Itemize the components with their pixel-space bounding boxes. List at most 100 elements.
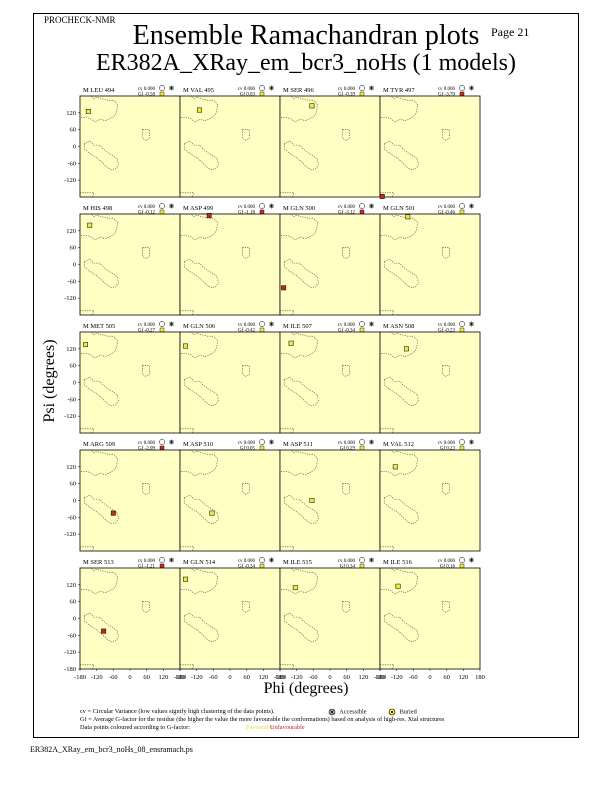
accessible-icon: [359, 557, 365, 563]
y-tick-label: 120: [66, 582, 76, 589]
allowed-region-outline: [179, 192, 195, 198]
accessible-star-icon: [469, 203, 474, 209]
panel-gf-label: Gf 0.16: [440, 565, 456, 570]
panel-gf-label: Gf -3.70: [438, 93, 455, 98]
gf-colour-swatch: [359, 91, 365, 97]
x-tick-label: -180: [74, 674, 86, 681]
footnote-gf: Gf = Average G-factor for the residue (t…: [80, 716, 445, 723]
accessible-icon: [259, 439, 265, 445]
allowed-region-outline: [342, 247, 350, 259]
x-tick-label: -120: [291, 674, 303, 681]
panel-residue-label: M SER 496: [283, 87, 314, 94]
panel-gf-label: Gf -3.12: [338, 211, 355, 216]
panel-cv-label: cv 0.000: [338, 441, 356, 446]
y-tick-label: 60: [70, 363, 77, 370]
gf-colour-swatch: [159, 563, 165, 569]
panel-gf-label: Gf -0.23: [438, 329, 455, 334]
panel-cv-label: cv 0.000: [438, 323, 456, 328]
x-tick-label: 0: [128, 674, 131, 681]
legend-buried: Buried: [388, 708, 417, 716]
gf-colour-swatch: [259, 445, 265, 451]
panel-gf-label: Gf -0.34: [338, 329, 355, 334]
allowed-region-outline: [242, 365, 250, 377]
accessible-star-icon: [469, 439, 474, 445]
data-point: [87, 222, 93, 228]
accessible-star-icon: [169, 321, 174, 327]
x-tick-label: 120: [158, 674, 168, 681]
allowed-region-outline: [342, 483, 350, 495]
footnote-cv: cv = Circular Variance (low values signi…: [80, 708, 275, 715]
accessible-icon: [359, 85, 365, 91]
allowed-region-outline: [83, 376, 119, 406]
x-tick-label: -120: [191, 674, 203, 681]
gf-colour-swatch: [159, 327, 165, 333]
panel-plot-area: [79, 95, 181, 198]
x-tick-label: 120: [358, 674, 368, 681]
accessible-icon: [359, 203, 365, 209]
allowed-region-outline: [279, 95, 318, 123]
gf-colour-swatch: [159, 209, 165, 215]
y-tick-label: 0: [73, 262, 76, 269]
x-tick-label: 60: [243, 674, 250, 681]
gf-colour-swatch: [159, 445, 165, 451]
data-point: [403, 346, 409, 352]
panel-residue-label: M GLN 506: [183, 323, 216, 330]
y-tick-label: 0: [73, 144, 76, 151]
x-tick-label: 60: [143, 674, 150, 681]
allowed-region-outline: [179, 213, 218, 241]
legend-buried-label: Buried: [399, 708, 417, 716]
x-tick-label: -60: [409, 674, 418, 681]
allowed-region-outline: [242, 129, 250, 141]
panel-cv-label: cv 0.000: [238, 441, 256, 446]
accessible-icon: [259, 85, 265, 91]
panel-residue-label: M LEU 494: [83, 87, 115, 94]
y-tick-label: 120: [66, 228, 76, 235]
allowed-region-outline: [383, 376, 419, 406]
panel-plot-area: [279, 213, 381, 316]
allowed-region-outline: [179, 546, 195, 552]
accessible-star-icon: [169, 557, 174, 563]
accessible-icon: [159, 557, 165, 563]
panel-gf-label: Gf -0.42: [238, 329, 255, 334]
accessible-star-icon: [269, 321, 274, 327]
allowed-region-outline: [79, 664, 95, 670]
accessible-icon: [459, 203, 465, 209]
accessible-star-icon: [469, 85, 474, 91]
accessible-star-icon: [369, 85, 374, 91]
y-tick-label: 0: [73, 380, 76, 387]
allowed-region-outline: [442, 483, 450, 495]
y-tick-label: 60: [70, 245, 77, 252]
gf-colour-swatch: [459, 563, 465, 569]
panel-cv-label: cv 0.000: [338, 205, 356, 210]
x-tick-label: -180: [174, 674, 186, 681]
allowed-region-outline: [283, 376, 319, 406]
file-name: ER382A_XRay_em_bcr3_noHs_08_ensramach.ps: [30, 745, 193, 754]
panel-gf-label: Gf -0.58: [138, 93, 155, 98]
panel-residue-label: M TYR 497: [383, 87, 415, 94]
gf-colour-swatch: [359, 445, 365, 451]
allowed-region-outline: [383, 494, 419, 524]
allowed-region-outline: [383, 258, 419, 288]
legend-accessible-label: Accessible: [339, 708, 367, 716]
accessible-star-icon: [469, 557, 474, 563]
accessible-icon: [159, 439, 165, 445]
x-axis-label: Phi (degrees): [263, 680, 349, 697]
y-tick-label: 60: [70, 599, 77, 606]
allowed-region-outline: [183, 258, 219, 288]
allowed-region-outline: [379, 95, 418, 123]
footnote-colour: Data points coloured according to G-fact…: [80, 724, 190, 731]
x-tick-label: 180: [175, 674, 185, 681]
panel-cv-label: cv 0.000: [138, 559, 156, 564]
allowed-region-outline: [283, 140, 319, 170]
panel-cv-label: cv 0.000: [338, 87, 356, 92]
panel-plot-area: [279, 331, 381, 434]
gf-colour-swatch: [259, 563, 265, 569]
